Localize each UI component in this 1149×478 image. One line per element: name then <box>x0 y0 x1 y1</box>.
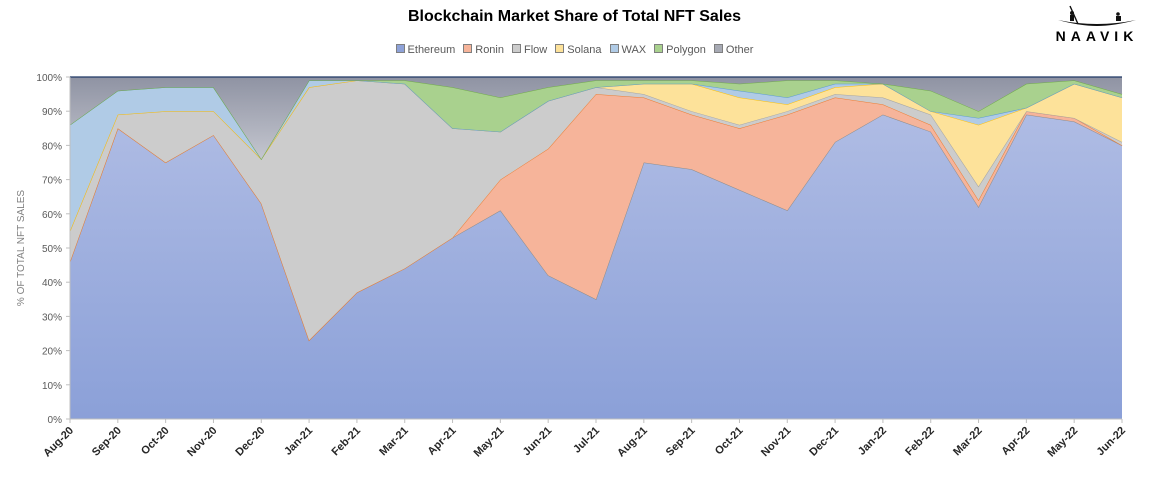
legend-label: Polygon <box>666 44 706 56</box>
y-tick-label: 40% <box>42 278 62 289</box>
chart-legend: Ethereum Ronin Flow Solana WAX Polygon Other <box>0 44 1149 56</box>
x-tick-label: Jun-21 <box>521 425 555 459</box>
legend-item-ronin: Ronin <box>463 44 504 56</box>
y-tick-label: 70% <box>42 176 62 187</box>
x-tick-label: Jan-21 <box>282 425 315 458</box>
legend-swatch <box>463 44 473 53</box>
x-tick-label: Jan-22 <box>856 425 889 458</box>
area-ronin <box>70 94 1122 341</box>
x-tick-label: Oct-21 <box>713 425 746 458</box>
legend-swatch <box>555 44 565 53</box>
x-tick-label: Sep-21 <box>664 425 698 459</box>
legend-label: Ronin <box>475 44 504 56</box>
x-tick-label: May-22 <box>1045 425 1080 460</box>
x-tick-label: May-21 <box>472 425 507 460</box>
x-tick-label: Aug-20 <box>41 425 76 460</box>
y-tick-label: 20% <box>42 347 62 358</box>
x-tick-label: Jun-22 <box>1095 425 1129 459</box>
y-axis-label: % OF TOTAL NFT SALES <box>16 190 27 306</box>
x-tick-label: Oct-20 <box>139 425 172 458</box>
x-tick-label: Apr-22 <box>999 425 1032 458</box>
y-tick-label: 100% <box>36 73 62 84</box>
legend-swatch <box>654 44 664 53</box>
legend-label: Solana <box>567 44 602 56</box>
chart-title: Blockchain Market Share of Total NFT Sal… <box>407 8 742 25</box>
x-tick-label: Feb-21 <box>329 425 363 459</box>
x-tick-label: Mar-22 <box>951 425 985 459</box>
legend-label: Ethereum <box>407 44 456 56</box>
x-tick-label: Dec-20 <box>233 425 267 459</box>
y-tick-label: 10% <box>42 381 62 392</box>
y-tick-label: 90% <box>42 107 62 118</box>
brand-logo-text: NAAVIK <box>1055 28 1139 44</box>
y-tick-label: 50% <box>42 244 62 255</box>
legend-label: WAX <box>621 44 647 56</box>
x-tick-label: Nov-20 <box>185 425 219 459</box>
legend-item-flow: Flow <box>512 44 547 56</box>
x-tick-label: Apr-21 <box>426 425 459 458</box>
legend-swatch <box>512 44 521 53</box>
y-tick-label: 80% <box>42 141 62 152</box>
legend-swatch <box>713 44 723 53</box>
legend-swatch <box>395 44 405 53</box>
x-tick-label: Jul-21 <box>571 425 602 456</box>
x-tick-label: Sep-20 <box>90 425 124 459</box>
area-flow <box>70 80 1122 341</box>
legend-item-ethereum: Ethereum <box>395 44 456 56</box>
x-tick-label: Mar-21 <box>377 425 411 459</box>
legend-item-wax: WAX <box>609 44 647 56</box>
x-tick-label: Nov-21 <box>759 425 793 459</box>
y-tick-label: 30% <box>42 312 62 323</box>
x-tick-label: Feb-22 <box>903 425 937 459</box>
legend-item-polygon: Polygon <box>654 44 706 56</box>
legend-label: Other <box>725 44 754 56</box>
legend-swatch <box>609 44 619 53</box>
legend-item-other: Other <box>713 44 754 56</box>
area-ethereum <box>70 114 1122 419</box>
boat-logo-icon <box>1058 5 1136 26</box>
y-tick-label: 0% <box>48 415 63 426</box>
y-tick-label: 60% <box>42 210 62 221</box>
x-tick-label: Dec-21 <box>807 425 841 459</box>
legend-label: Flow <box>524 44 548 56</box>
x-tick-label: Aug-21 <box>615 425 650 460</box>
area-other <box>70 77 1122 160</box>
legend-item-solana: Solana <box>555 44 602 56</box>
area-wax <box>70 80 1122 231</box>
